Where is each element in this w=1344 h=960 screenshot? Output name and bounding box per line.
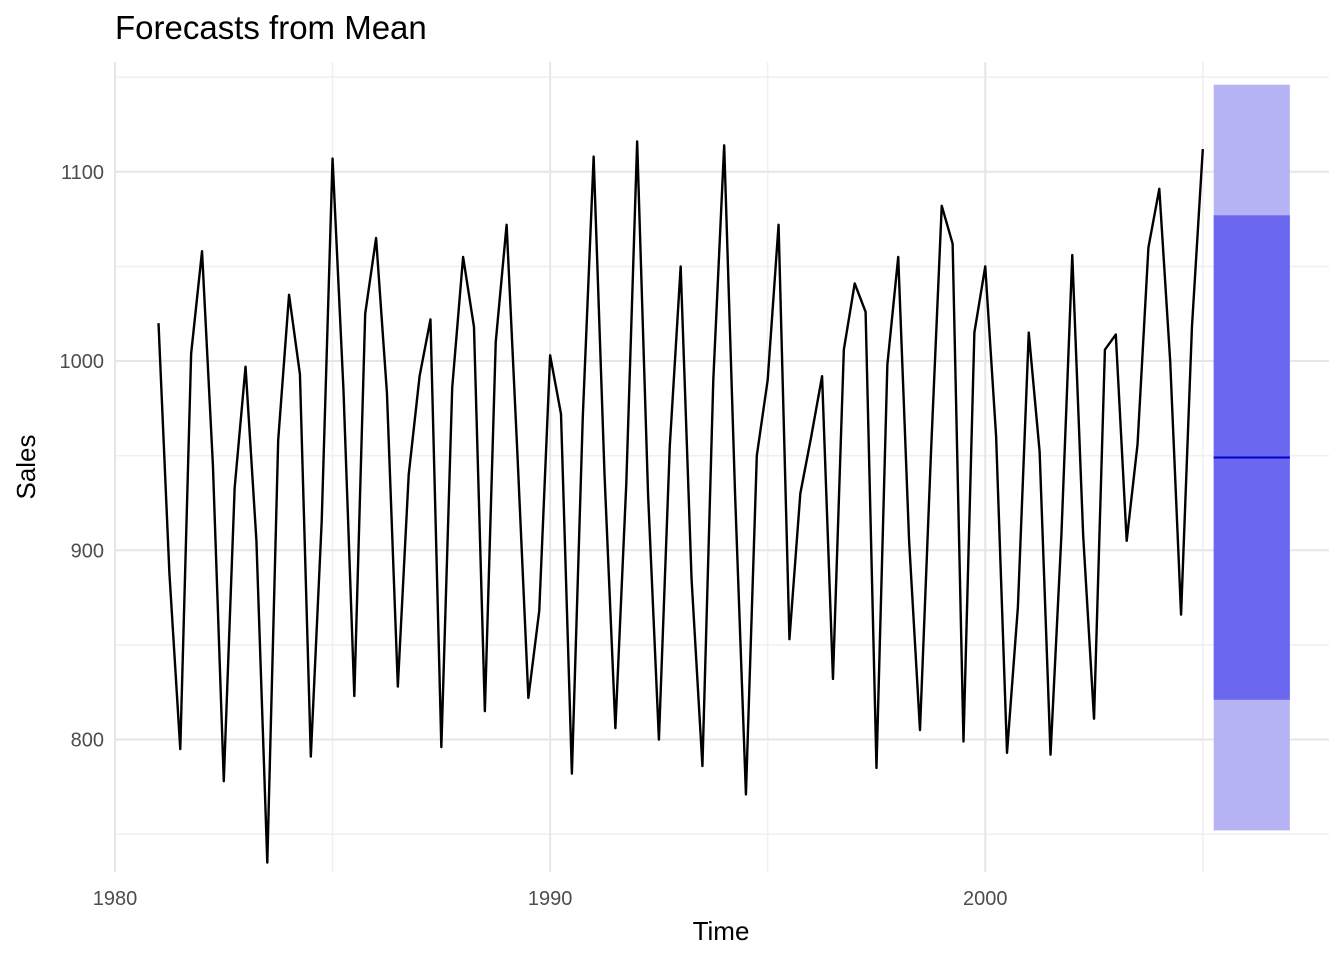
minor-gridlines bbox=[115, 62, 1329, 872]
x-axis-ticks: 1980 1990 2000 bbox=[93, 888, 1008, 910]
y-tick-label: 800 bbox=[71, 730, 104, 752]
y-tick-label: 900 bbox=[71, 540, 104, 562]
x-tick-label: 2000 bbox=[963, 888, 1008, 910]
series-layer bbox=[157, 140, 1205, 864]
y-axis-ticks: 800 900 1000 1100 bbox=[60, 162, 105, 752]
x-axis-title: Time bbox=[693, 916, 750, 946]
x-tick-label: 1990 bbox=[528, 888, 573, 910]
x-tick-label: 1980 bbox=[93, 888, 138, 910]
y-axis-title: Sales bbox=[11, 434, 41, 499]
y-tick-label: 1100 bbox=[61, 162, 104, 184]
chart-title: Forecasts from Mean bbox=[115, 9, 427, 46]
major-gridlines bbox=[114, 62, 1329, 872]
y-tick-label: 1000 bbox=[60, 351, 105, 373]
prediction-intervals bbox=[1213, 84, 1290, 831]
sales-series-line bbox=[157, 140, 1205, 864]
